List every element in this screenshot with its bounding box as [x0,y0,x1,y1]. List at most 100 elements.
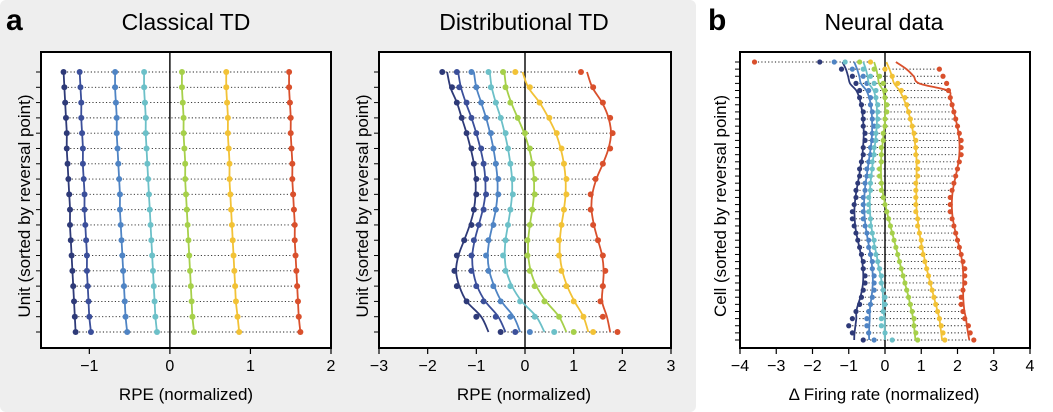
x-tick-label: −2 [419,358,437,375]
data-point-cell-group-2 [862,180,868,186]
data-point-cell-group-1 [860,337,866,343]
data-point-cell-group-5 [905,109,912,115]
series-curve-cell-group-3 [862,61,886,341]
data-point-cell-group-1 [849,316,855,322]
data-point-unit-group-5 [182,160,189,167]
data-point-cell-group-5 [916,230,923,236]
x-axis-label: Δ Firing rate (normalized) [789,385,980,404]
data-point-cell-group-2 [864,323,870,329]
data-point-cell-group-2 [864,230,870,236]
x-tick-label: −2 [803,358,821,375]
data-point-unit-group-1 [62,114,69,121]
data-point-unit-group-2 [79,145,86,152]
data-point-unit-group-6 [231,267,238,274]
data-point-cell-group-2 [867,152,874,158]
data-point-cell-group-1 [853,187,859,193]
data-point-unit-group-2 [76,69,83,75]
data-point-cell-group-2 [871,287,877,293]
data-point-unit-group-7 [287,130,294,137]
data-point-unit-group-7 [294,298,301,305]
data-point-unit-group-4 [509,176,516,183]
data-point-cell-group-1 [853,230,859,236]
data-point-unit-group-1 [461,237,468,244]
data-point-unit-group-2 [81,206,88,213]
data-point-cell-group-2 [864,166,870,172]
data-point-cell-group-6 [956,159,962,165]
data-point-unit-group-1 [72,329,79,335]
data-point-cell-group-5 [907,116,913,122]
x-tick-label: 1 [569,358,578,375]
data-point-cell-group-2 [869,116,875,122]
data-point-unit-group-2 [480,298,487,305]
data-point-unit-group-1 [468,145,475,152]
data-point-unit-group-5 [188,298,195,305]
data-point-cell-group-2 [867,95,874,101]
data-point-cell-group-4 [909,308,915,315]
data-point-unit-group-1 [67,221,73,228]
data-point-unit-group-3 [490,283,497,290]
data-point-cell-group-1 [857,173,863,179]
data-point-unit-group-1 [63,145,70,152]
y-axis-label: Unit (sorted by reversal point) [353,95,372,318]
data-point-cell-group-2 [867,301,874,307]
data-point-cell-group-6 [751,59,758,65]
data-point-cell-group-5 [915,223,921,229]
data-point-cell-group-4 [911,316,917,322]
x-tick-label: 0 [881,358,890,375]
data-point-cell-group-1 [862,137,868,144]
data-point-unit-group-4 [497,114,504,121]
data-point-unit-group-2 [480,160,487,167]
x-tick-label: −3 [767,358,785,375]
data-point-cell-group-6 [949,102,955,108]
data-point-unit-group-7 [599,252,606,259]
data-point-cell-group-3 [878,323,884,329]
data-point-unit-group-4 [500,252,507,259]
data-point-unit-group-5 [502,84,509,91]
data-point-cell-group-5 [913,180,919,186]
data-point-cell-group-2 [869,294,875,300]
data-point-cell-group-1 [849,73,855,79]
data-point-unit-group-2 [492,313,499,320]
x-tick-label: −1 [467,358,485,375]
data-point-cell-group-6 [958,251,964,258]
data-point-unit-group-3 [478,99,485,106]
data-point-unit-group-1 [71,298,78,305]
data-point-cell-group-1 [857,87,863,94]
data-point-cell-group-6 [947,201,953,208]
data-point-cell-group-6 [953,173,959,179]
data-point-cell-group-4 [878,187,884,193]
data-point-unit-group-5 [529,206,536,213]
data-point-cell-group-1 [860,109,866,115]
data-point-cell-group-2 [867,251,874,258]
data-point-unit-group-6 [512,69,519,75]
data-point-unit-group-4 [154,329,160,335]
data-point-unit-group-6 [229,237,236,244]
data-point-unit-group-2 [456,84,463,91]
data-point-cell-group-5 [898,87,904,94]
data-point-cell-group-1 [858,159,865,165]
data-point-unit-group-6 [234,313,241,320]
data-point-unit-group-6 [580,313,587,320]
data-point-unit-group-6 [232,283,239,290]
data-point-cell-group-3 [875,109,881,115]
data-point-cell-group-6 [958,144,964,151]
data-point-cell-group-4 [876,73,883,79]
data-point-cell-group-5 [889,73,895,79]
data-point-unit-group-4 [152,313,159,320]
data-point-unit-group-5 [522,130,528,137]
data-point-unit-group-4 [504,221,511,228]
data-point-cell-group-2 [867,144,874,151]
panel-label-a: a [6,4,23,37]
data-point-unit-group-4 [492,99,499,106]
data-point-unit-group-4 [507,283,514,290]
data-point-unit-group-1 [70,283,77,290]
data-point-unit-group-4 [145,191,152,198]
data-point-unit-group-4 [141,84,148,91]
data-point-unit-group-3 [490,145,497,152]
data-point-unit-group-2 [478,145,485,152]
data-point-unit-group-4 [504,145,511,152]
data-point-unit-group-6 [563,283,570,290]
data-point-cell-group-3 [867,73,874,79]
data-point-unit-group-6 [590,329,597,335]
data-point-unit-group-2 [483,191,490,198]
